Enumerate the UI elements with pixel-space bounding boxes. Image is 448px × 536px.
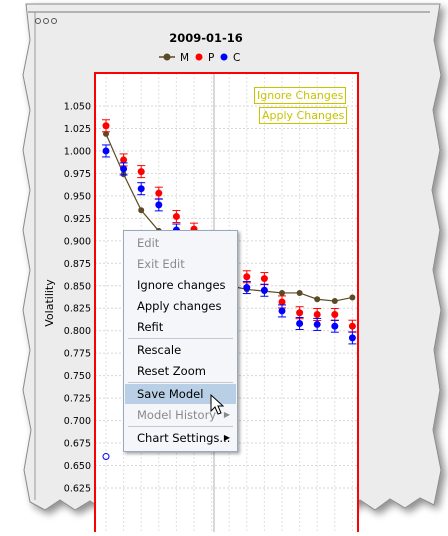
P-point <box>331 311 339 319</box>
P-point <box>348 322 356 330</box>
menu-item-refit[interactable]: Refit <box>137 320 164 334</box>
y-tick-label: 0.675 <box>64 439 91 450</box>
model-point <box>138 207 145 214</box>
mouse-cursor-icon <box>210 394 225 415</box>
window-dot-2 <box>43 18 49 24</box>
menu-item-model-history[interactable]: Model History ▶ <box>125 405 236 425</box>
y-tick-label: 0.750 <box>64 371 91 382</box>
legend-c-icon <box>220 53 228 61</box>
P-point <box>102 122 110 130</box>
context-menu: Edit Exit Edit Ignore changes Apply chan… <box>123 230 238 452</box>
y-tick-label: 0.800 <box>64 326 91 337</box>
plot-border <box>94 72 359 536</box>
C-point <box>296 320 304 328</box>
y-tick-label: 0.725 <box>64 394 91 405</box>
model-point <box>314 296 321 303</box>
P-point <box>296 309 304 317</box>
legend-c-label: C <box>233 52 240 64</box>
model-point <box>103 130 109 137</box>
legend-m-icon <box>163 53 171 61</box>
C-point <box>348 334 356 342</box>
menu-item-chart-settings[interactable]: Chart Settings... ▶ <box>125 428 236 448</box>
model-point <box>296 289 303 296</box>
y-tick-label: 0.650 <box>64 461 91 472</box>
P-point <box>155 189 163 197</box>
model-point <box>331 298 338 305</box>
y-tick-label: 0.850 <box>64 281 91 292</box>
apply-changes-button[interactable]: Apply Changes <box>259 107 348 124</box>
y-axis-ticks: 1.050 1.025 1.000 0.975 0.950 0.925 0.900 0.875… <box>64 102 91 495</box>
submenu-arrow-icon: ▶ <box>223 410 230 419</box>
C-point <box>278 307 286 315</box>
legend-m-label: M <box>180 52 189 64</box>
window-dot-1 <box>35 18 41 24</box>
C-point <box>243 284 251 292</box>
menu-separator-3 <box>128 426 233 427</box>
legend-p-label: P <box>208 52 214 64</box>
P-point <box>313 311 321 319</box>
y-tick-label: 0.950 <box>64 191 91 202</box>
P-point <box>137 168 145 176</box>
C-point <box>120 165 128 173</box>
menu-item-ignore-changes[interactable]: Ignore changes <box>137 278 226 292</box>
P-point <box>243 273 251 281</box>
y-tick-label: 0.875 <box>64 259 91 270</box>
y-tick-label: 0.925 <box>64 214 91 225</box>
y-axis-label: Volatility <box>43 279 56 327</box>
menu-item-model-history-label: Model History <box>137 408 217 422</box>
y-tick-label: 0.975 <box>64 169 91 180</box>
y-tick-label: 0.825 <box>64 304 91 315</box>
y-tick-label: 0.775 <box>64 349 91 360</box>
menu-item-apply-changes[interactable]: Apply changes <box>137 299 222 313</box>
C-point <box>155 201 163 209</box>
y-tick-label: 0.900 <box>64 236 91 247</box>
menu-item-save-model[interactable]: Save Model <box>125 384 236 404</box>
menu-item-exit-edit[interactable]: Exit Edit <box>137 257 185 271</box>
menu-item-rescale[interactable]: Rescale <box>137 343 182 357</box>
ignore-changes-button[interactable]: Ignore Changes <box>254 87 347 104</box>
C-point <box>102 147 110 155</box>
legend-p-icon <box>195 53 203 61</box>
y-tick-label: 0.625 <box>64 484 91 495</box>
C-point <box>137 185 145 193</box>
P-point <box>172 213 180 221</box>
model-point <box>279 289 285 296</box>
menu-item-reset-zoom[interactable]: Reset Zoom <box>137 364 206 378</box>
menu-item-chart-settings-label: Chart Settings... <box>137 431 231 445</box>
y-tick-label: 1.000 <box>64 146 91 157</box>
P-point <box>278 298 286 306</box>
y-tick-label: 1.025 <box>64 124 91 135</box>
model-point <box>349 294 356 301</box>
C-point <box>313 320 321 328</box>
P-point <box>260 275 268 283</box>
outlier-point <box>102 453 110 461</box>
menu-separator-2 <box>128 382 233 383</box>
y-tick-label: 1.050 <box>64 102 91 113</box>
menu-item-edit[interactable]: Edit <box>137 236 160 250</box>
menu-separator-1 <box>128 338 233 339</box>
legend: M P C <box>159 52 240 64</box>
window-dot-3 <box>51 18 57 24</box>
C-point <box>260 286 268 294</box>
chart-title: 2009-01-16 <box>169 31 243 45</box>
P-point <box>120 156 128 164</box>
y-tick-label: 0.700 <box>64 416 91 427</box>
submenu-arrow-icon: ▶ <box>223 433 230 442</box>
C-point <box>331 322 339 330</box>
